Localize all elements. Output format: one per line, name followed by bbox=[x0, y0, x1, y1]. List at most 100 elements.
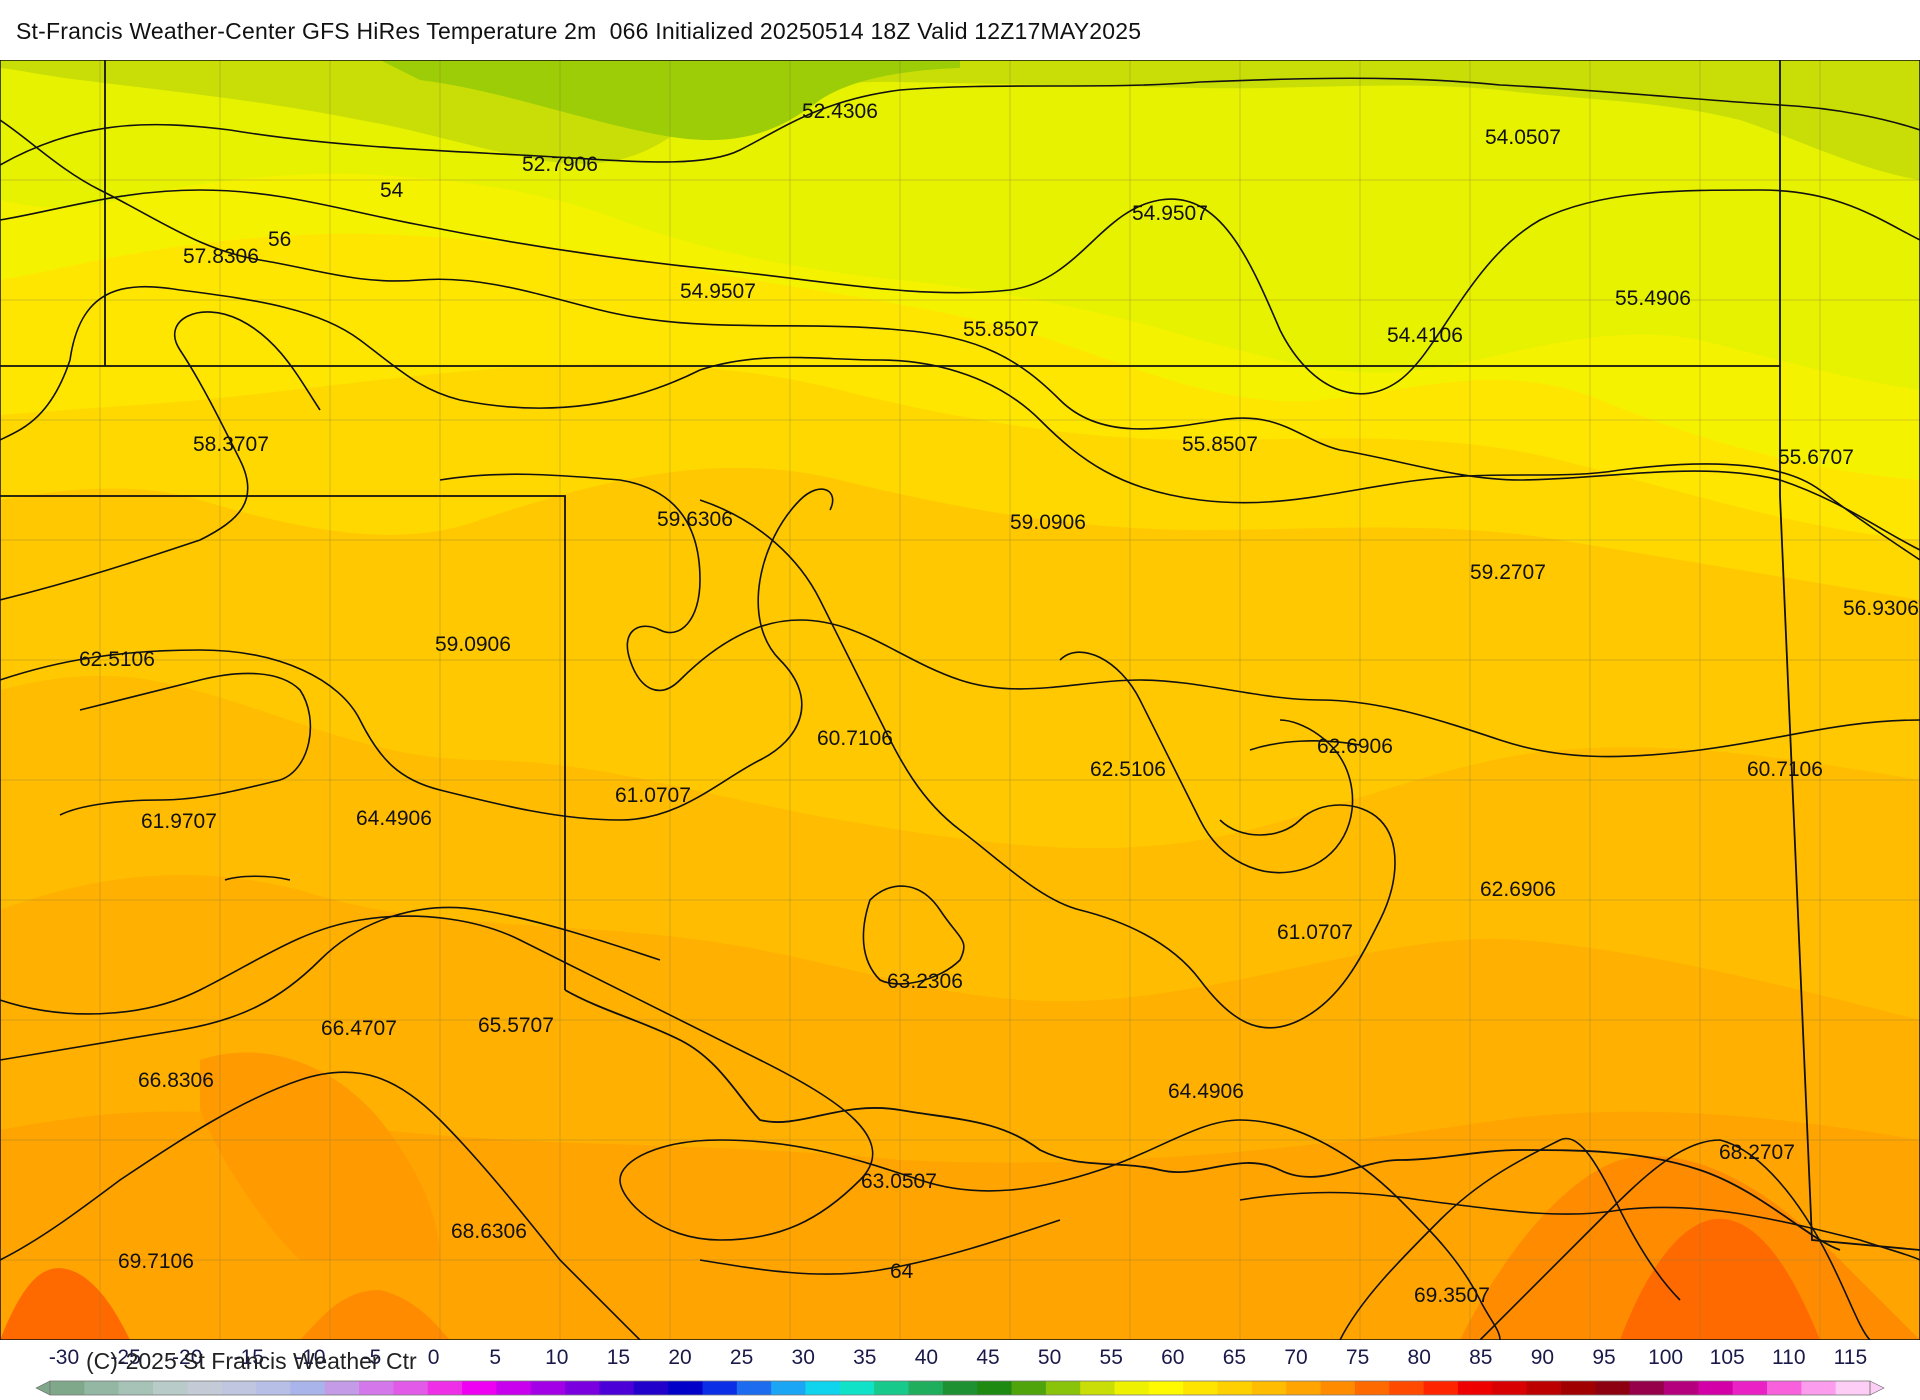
colorbar-tick-label: 70 bbox=[1284, 1346, 1307, 1369]
colorbar-swatch bbox=[84, 1381, 120, 1395]
colorbar-swatch bbox=[839, 1381, 875, 1395]
colorbar-tick-label: 85 bbox=[1469, 1346, 1492, 1369]
point-value: 52.7906 bbox=[522, 153, 598, 176]
colorbar-swatch bbox=[874, 1381, 909, 1395]
colorbar-tick-label: 15 bbox=[607, 1346, 630, 1369]
map-title: St-Francis Weather-Center GFS HiRes Temp… bbox=[16, 18, 1142, 44]
point-value: 61.0707 bbox=[1277, 921, 1353, 944]
colorbar-tick-label: 60 bbox=[1161, 1346, 1184, 1369]
colorbar-high-arrow bbox=[1869, 1380, 1885, 1396]
state-boundaries bbox=[0, 60, 1920, 1251]
point-value: 63.0507 bbox=[861, 1170, 937, 1193]
colorbar-swatch bbox=[118, 1381, 154, 1395]
point-value: 65.5707 bbox=[478, 1014, 554, 1037]
point-value: 69.7106 bbox=[118, 1250, 194, 1273]
colorbar-tick-label: -5 bbox=[363, 1346, 382, 1369]
colorbar-tick-label: 80 bbox=[1408, 1346, 1431, 1369]
colorbar-swatch bbox=[256, 1381, 291, 1395]
colorbar-swatch bbox=[1663, 1381, 1699, 1395]
colorbar-swatch bbox=[1698, 1381, 1734, 1395]
colorbar-swatch bbox=[1217, 1381, 1253, 1395]
copyright-text: (C)-2025 St Francis Weather Ctr bbox=[86, 1348, 417, 1374]
point-value: 69.3507 bbox=[1414, 1284, 1490, 1307]
point-value: 61.0707 bbox=[615, 784, 691, 807]
colorbar-swatch bbox=[1354, 1381, 1390, 1395]
point-value: 56.9306 bbox=[1843, 597, 1919, 620]
colorbar-swatch bbox=[530, 1381, 566, 1395]
colorbar-swatch bbox=[702, 1381, 738, 1395]
isotherm-contours bbox=[0, 77, 1920, 1340]
temperature-map[interactable]: 54 56 64 52.4306 52.7906 54.0507 54.9507… bbox=[0, 60, 1920, 1340]
colorbar-tick-label: 45 bbox=[976, 1346, 999, 1369]
colorbar-tick-label: 10 bbox=[545, 1346, 568, 1369]
colorbar-tick-label: 5 bbox=[489, 1346, 501, 1369]
colorbar-swatches bbox=[35, 1380, 1885, 1396]
colorbar-tick-label: 35 bbox=[853, 1346, 876, 1369]
colorbar-swatch bbox=[496, 1381, 532, 1395]
colorbar-swatch bbox=[771, 1381, 806, 1395]
colorbar-swatch bbox=[977, 1381, 1013, 1395]
colorbar-swatch bbox=[1526, 1381, 1562, 1395]
point-value: 54.0507 bbox=[1485, 126, 1561, 149]
colorbar-swatch bbox=[908, 1381, 944, 1395]
temperature-shading bbox=[0, 60, 1920, 1340]
point-value: 59.6306 bbox=[657, 508, 733, 531]
colorbar-tick-label: 75 bbox=[1346, 1346, 1369, 1369]
point-value: 57.8306 bbox=[183, 245, 259, 268]
point-value: 68.6306 bbox=[451, 1220, 527, 1243]
colorbar-swatch bbox=[187, 1381, 223, 1395]
colorbar-swatch bbox=[1045, 1381, 1081, 1395]
point-values: 52.4306 52.7906 54.0507 54.9507 57.8306 … bbox=[79, 100, 1919, 1307]
point-value: 64.4906 bbox=[356, 807, 432, 830]
point-value: 61.9707 bbox=[141, 810, 217, 833]
colorbar-tick-label: 40 bbox=[915, 1346, 938, 1369]
colorbar-tick-label: 105 bbox=[1710, 1346, 1745, 1369]
colorbar-tick-label: 25 bbox=[730, 1346, 753, 1369]
colorbar-tick-label: 30 bbox=[792, 1346, 815, 1369]
colorbar-tick-label: 50 bbox=[1038, 1346, 1061, 1369]
colorbar-swatch bbox=[633, 1381, 669, 1395]
colorbar-swatch bbox=[427, 1381, 463, 1395]
colorbar-swatch bbox=[1835, 1381, 1871, 1395]
colorbar-swatch bbox=[1389, 1381, 1425, 1395]
colorbar-swatch bbox=[153, 1381, 188, 1395]
colorbar-low-arrow bbox=[35, 1380, 51, 1396]
colorbar-swatch bbox=[1492, 1381, 1528, 1395]
colorbar-tick-label: 95 bbox=[1592, 1346, 1615, 1369]
colorbar-swatch bbox=[462, 1381, 497, 1395]
point-value: 64.4906 bbox=[1168, 1080, 1244, 1103]
point-value: 54.9507 bbox=[680, 280, 756, 303]
point-value: 55.4906 bbox=[1615, 287, 1691, 310]
colorbar-swatch bbox=[1183, 1381, 1219, 1395]
colorbar-tick-label: 65 bbox=[1223, 1346, 1246, 1369]
colorbar-tick-label: 55 bbox=[1100, 1346, 1123, 1369]
point-value: 58.3707 bbox=[193, 433, 269, 456]
point-value: 54.4106 bbox=[1387, 324, 1463, 347]
colorbar-swatch bbox=[736, 1381, 772, 1395]
colorbar-tick-label: -10 bbox=[295, 1346, 325, 1369]
colorbar-tick-label: -20 bbox=[172, 1346, 202, 1369]
colorbar-swatch bbox=[221, 1381, 257, 1395]
colorbar-tick-label: 110 bbox=[1772, 1346, 1805, 1369]
colorbar-tick-label: 90 bbox=[1531, 1346, 1554, 1369]
contour-label-64: 64 bbox=[890, 1260, 914, 1283]
colorbar-tick-labels: -30 -25 -20 -15 -10 -5 0 5 10 15 20 25 30 35 40 45 50 55 6… bbox=[49, 1346, 1867, 1369]
colorbar-swatch bbox=[1629, 1381, 1665, 1395]
point-value: 55.8507 bbox=[1182, 433, 1258, 456]
point-value: 54.9507 bbox=[1132, 202, 1208, 225]
colorbar-tick-label: -25 bbox=[110, 1346, 140, 1369]
colorbar-tick-label: 100 bbox=[1648, 1346, 1683, 1369]
colorbar-swatch bbox=[1148, 1381, 1184, 1395]
colorbar-swatch bbox=[1560, 1381, 1596, 1395]
colorbar-swatch bbox=[1286, 1381, 1322, 1395]
colorbar-swatch bbox=[1114, 1381, 1150, 1395]
colorbar-swatch bbox=[324, 1381, 360, 1395]
contour-labels: 54 56 64 bbox=[268, 179, 914, 1283]
point-value: 66.8306 bbox=[138, 1069, 214, 1092]
colorbar-swatch bbox=[1766, 1381, 1802, 1395]
point-value: 59.0906 bbox=[435, 633, 511, 656]
point-value: 63.2306 bbox=[887, 970, 963, 993]
point-value: 60.7106 bbox=[817, 727, 893, 750]
colorbar-swatch bbox=[1011, 1381, 1047, 1395]
point-value: 60.7106 bbox=[1747, 758, 1823, 781]
